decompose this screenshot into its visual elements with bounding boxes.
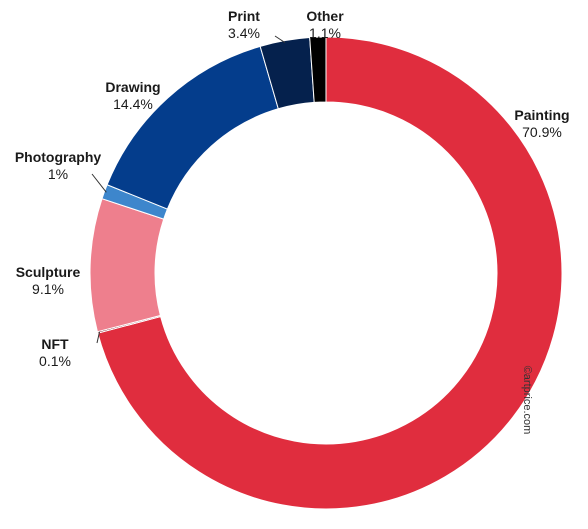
value-print: 3.4% (228, 25, 260, 41)
leader-line-print (274, 35, 286, 44)
label-nft: NFT (41, 336, 69, 352)
watermark-text: ©artprice.com (521, 366, 533, 435)
slice-drawing (106, 45, 279, 210)
value-nft: 0.1% (39, 353, 71, 369)
slice-sculpture (89, 198, 165, 333)
value-drawing: 14.4% (113, 96, 153, 112)
label-print: Print (228, 8, 260, 24)
leader-line-photography (91, 173, 107, 193)
slice-other (309, 36, 327, 103)
label-photography: Photography (15, 149, 102, 165)
value-painting: 70.9% (522, 124, 562, 140)
donut-slices (89, 36, 563, 510)
label-painting: Painting (514, 107, 569, 123)
label-other: Other (306, 8, 344, 24)
value-sculpture: 9.1% (32, 281, 64, 297)
label-sculpture: Sculpture (16, 264, 81, 280)
leader-line-nft (96, 331, 101, 344)
leader-lines (91, 35, 286, 344)
slice-painting (97, 36, 563, 510)
value-photography: 1% (48, 166, 68, 182)
label-drawing: Drawing (105, 79, 160, 95)
value-other: 1.1% (309, 25, 341, 41)
